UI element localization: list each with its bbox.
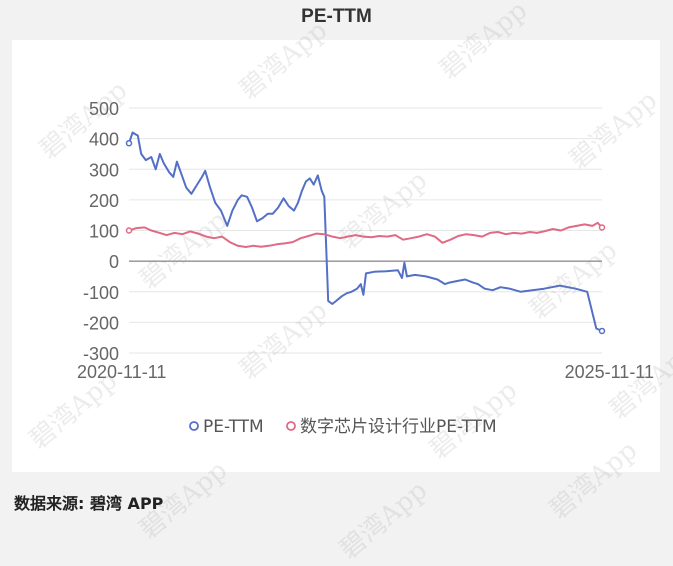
data-source-label: 数据来源:: [14, 494, 90, 513]
grid-layer: [129, 107, 602, 354]
y-tick-label: 0: [109, 252, 119, 272]
y-tick-label: 100: [89, 222, 119, 242]
series-endpoint-marker: [598, 327, 606, 335]
data-source-note: 数据来源: 碧湾 APP: [14, 490, 163, 514]
series-line-2: [128, 221, 603, 248]
y-axis-tick-labels: 500 400 300 200 100 0 -100 -200 -300: [83, 99, 119, 364]
series-line-1: [128, 131, 603, 332]
y-tick-label: -300: [83, 344, 119, 364]
legend-label: 数字芯片设计行业PE-TTM: [300, 417, 497, 437]
series-endpoint-marker: [598, 224, 606, 231]
series-endpoint-marker: [125, 227, 133, 234]
watermark: 碧湾App: [334, 475, 434, 566]
x-tick-label: 2020-11-11: [77, 362, 166, 382]
legend-marker: [189, 421, 199, 431]
y-tick-label: 200: [89, 191, 119, 211]
series-layer: [125, 131, 606, 335]
legend-item-2[interactable]: 数字芯片设计行业PE-TTM: [286, 417, 497, 437]
x-tick-label: 2025-11-11: [565, 362, 654, 382]
legend-label: PE-TTM: [203, 417, 264, 437]
y-tick-label: 500: [89, 99, 119, 119]
y-tick-label: -200: [83, 313, 119, 333]
y-tick-label: 400: [89, 130, 119, 150]
data-source-name: 碧湾 APP: [89, 494, 164, 513]
y-tick-label: -100: [83, 283, 119, 303]
x-axis-tick-labels: 2020-11-11 2025-11-11: [77, 362, 654, 382]
legend[interactable]: PE-TTM 数字芯片设计行业PE-TTM: [189, 417, 497, 437]
legend-marker: [286, 421, 296, 431]
legend-item-1[interactable]: PE-TTM: [189, 417, 264, 437]
chart-title: PE-TTM: [301, 6, 372, 27]
chart-panel: 500 400 300 200 100 0 -100 -200 -300 2020-11-11 2…: [12, 40, 660, 472]
series-endpoint-marker: [125, 139, 133, 147]
y-tick-label: 300: [89, 160, 119, 180]
